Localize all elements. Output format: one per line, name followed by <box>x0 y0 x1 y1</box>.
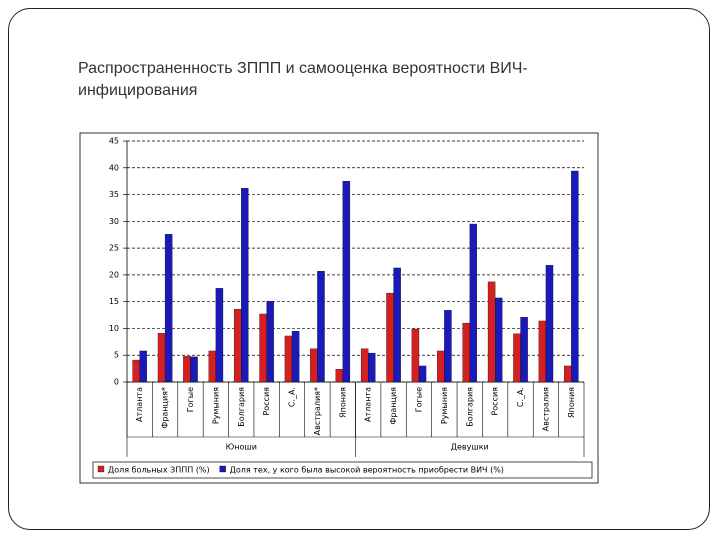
x-tick-label: Атланта <box>364 387 373 422</box>
y-tick-label: 35 <box>109 190 119 199</box>
bar <box>317 270 325 383</box>
bar <box>462 322 470 383</box>
x-tick-label: Гогые <box>414 387 423 412</box>
bar <box>183 356 191 383</box>
legend-label: Доля больных ЗППП (%) <box>108 466 210 475</box>
bar <box>241 187 249 383</box>
bar <box>545 265 554 383</box>
bar <box>190 356 198 383</box>
x-tick-label: Болгария <box>237 387 246 427</box>
y-tick-label: 20 <box>109 270 119 279</box>
bar <box>469 223 478 383</box>
bar <box>437 350 445 383</box>
bar <box>571 170 579 383</box>
bar <box>411 328 420 383</box>
group-label: Девушки <box>451 443 489 452</box>
bar <box>164 234 173 383</box>
x-tick-label: Гогые <box>186 387 195 412</box>
x-tick-label: Румыния <box>211 387 220 424</box>
slide-frame <box>8 8 710 530</box>
bar <box>342 181 351 383</box>
legend-label: Доля тех, у кого была высокой вероятност… <box>230 466 504 475</box>
bar <box>538 320 547 383</box>
y-tick-label: 0 <box>114 378 119 387</box>
legend-box <box>92 461 593 479</box>
bar <box>360 348 369 383</box>
x-tick-label: Атланта <box>135 387 144 422</box>
x-tick-label: Румыния <box>440 387 449 424</box>
bar <box>215 288 224 383</box>
x-tick-label: С._А. <box>516 387 525 407</box>
x-tick-label: Франция* <box>161 387 170 429</box>
y-tick-label: 40 <box>109 163 119 172</box>
bar <box>520 317 528 383</box>
bar <box>494 297 503 383</box>
x-tick-label: Россия <box>262 387 271 416</box>
y-tick-label: 10 <box>109 324 119 333</box>
bar <box>513 333 521 383</box>
bar <box>335 368 343 383</box>
bar <box>386 292 394 383</box>
bar <box>208 350 217 383</box>
bar <box>393 267 401 383</box>
x-tick-label: Австралия* <box>313 387 322 435</box>
chart-area <box>79 132 599 484</box>
x-tick-label: Япония <box>338 387 347 418</box>
x-tick-label: С._А. <box>288 387 297 407</box>
x-tick-label: Россия <box>491 387 500 416</box>
bar <box>418 365 427 383</box>
x-tick-label: Болгария <box>465 387 474 427</box>
x-tick-label: Япония <box>567 387 576 418</box>
bar <box>368 352 376 383</box>
y-tick-label: 25 <box>109 244 119 253</box>
bar <box>132 359 140 383</box>
bar <box>259 313 267 383</box>
bar <box>291 330 300 383</box>
chart-title: Распространенность ЗППП и самооценка вер… <box>78 60 528 99</box>
bar <box>564 365 572 383</box>
y-tick-label: 5 <box>114 351 119 360</box>
y-tick-label: 15 <box>109 297 119 306</box>
bar <box>310 348 318 383</box>
x-tick-label: Австралия <box>541 387 550 432</box>
bar <box>157 333 166 383</box>
bar <box>487 281 496 383</box>
bar <box>266 300 274 383</box>
legend-swatch <box>97 465 105 473</box>
y-tick-label: 30 <box>109 217 119 226</box>
x-tick-label: Франция <box>389 387 398 425</box>
bar <box>284 335 293 383</box>
bar <box>233 309 242 383</box>
legend-swatch <box>219 465 226 473</box>
group-label: Юноши <box>226 443 257 452</box>
bar <box>139 350 147 383</box>
y-tick-label: 45 <box>109 137 119 146</box>
bar <box>444 310 452 383</box>
